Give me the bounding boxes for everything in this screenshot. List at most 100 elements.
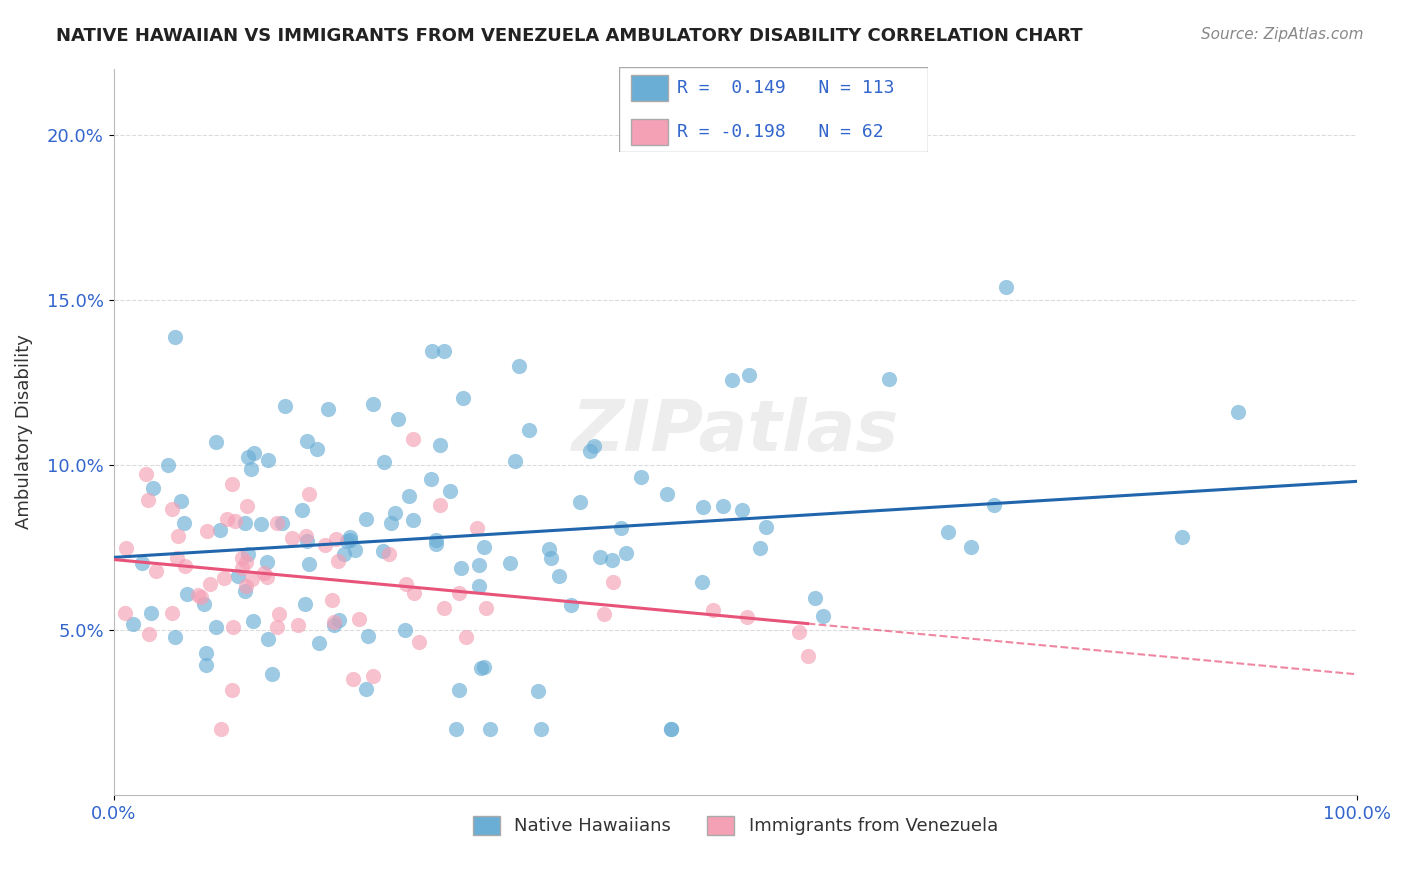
Point <box>209 523 232 537</box>
Point <box>209 723 232 737</box>
Point <box>135 467 157 481</box>
Point <box>256 570 278 584</box>
Point <box>195 658 218 673</box>
Point <box>221 682 243 697</box>
Point <box>217 512 239 526</box>
Point <box>142 481 165 495</box>
Point <box>235 579 257 593</box>
Point <box>322 615 344 629</box>
Point <box>347 612 370 626</box>
Point <box>478 723 501 737</box>
Point <box>433 600 456 615</box>
Point <box>433 343 456 358</box>
Point <box>702 603 724 617</box>
Point <box>328 613 350 627</box>
Point <box>162 607 184 621</box>
Legend: Native Hawaiians, Immigrants from Venezuela: Native Hawaiians, Immigrants from Venezu… <box>464 807 1007 845</box>
Point <box>314 538 336 552</box>
Point <box>194 647 217 661</box>
Point <box>468 558 491 572</box>
Point <box>281 531 304 545</box>
Point <box>465 521 488 535</box>
Point <box>160 502 183 516</box>
Point <box>233 516 256 531</box>
Point <box>449 586 471 600</box>
Point <box>136 493 159 508</box>
Point <box>174 559 197 574</box>
Point <box>157 458 180 473</box>
Point <box>325 532 347 546</box>
Text: R =  0.149   N = 113: R = 0.149 N = 113 <box>678 79 894 97</box>
Point <box>145 564 167 578</box>
Point <box>242 446 264 460</box>
Point <box>361 397 384 411</box>
Point <box>749 541 772 555</box>
Point <box>239 462 262 476</box>
Point <box>195 524 218 539</box>
Point <box>257 453 280 467</box>
Point <box>138 627 160 641</box>
Point <box>721 373 744 387</box>
Point <box>1226 405 1249 419</box>
Point <box>291 503 314 517</box>
Point <box>240 572 263 586</box>
Point <box>394 623 416 637</box>
Point <box>333 547 356 561</box>
Point <box>610 521 633 535</box>
Point <box>813 608 835 623</box>
Point <box>796 648 818 663</box>
Point <box>530 723 553 737</box>
Point <box>205 434 228 449</box>
Point <box>655 487 678 501</box>
Point <box>384 506 406 520</box>
Point <box>190 590 212 604</box>
Point <box>295 529 318 543</box>
Point <box>357 629 380 643</box>
Point <box>735 610 758 624</box>
Point <box>256 632 278 647</box>
Point <box>690 575 713 590</box>
Point <box>163 330 186 344</box>
Point <box>398 489 420 503</box>
Point <box>266 516 288 530</box>
Point <box>527 683 550 698</box>
Point <box>235 584 257 599</box>
Point <box>170 494 193 508</box>
Point <box>361 669 384 683</box>
Point <box>121 617 143 632</box>
Point <box>602 575 624 590</box>
Text: Source: ZipAtlas.com: Source: ZipAtlas.com <box>1201 27 1364 42</box>
Point <box>224 514 246 528</box>
Point <box>429 498 451 512</box>
Point <box>387 412 409 426</box>
Point <box>380 516 402 530</box>
Point <box>614 546 637 560</box>
Point <box>508 359 530 373</box>
Point <box>420 343 443 358</box>
Point <box>468 579 491 593</box>
Point <box>266 620 288 634</box>
Point <box>579 444 602 458</box>
Point <box>630 470 652 484</box>
Point <box>212 571 235 585</box>
Point <box>540 551 562 566</box>
Point <box>193 597 215 611</box>
Point <box>589 549 612 564</box>
Point <box>356 682 378 697</box>
Text: NATIVE HAWAIIAN VS IMMIGRANTS FROM VENEZUELA AMBULATORY DISABILITY CORRELATION C: NATIVE HAWAIIAN VS IMMIGRANTS FROM VENEZ… <box>56 27 1083 45</box>
Point <box>877 372 900 386</box>
Point <box>408 635 430 649</box>
Point <box>198 577 221 591</box>
Point <box>429 437 451 451</box>
Point <box>274 399 297 413</box>
Point <box>141 606 163 620</box>
Point <box>425 537 447 551</box>
Point <box>231 551 253 566</box>
Point <box>295 434 318 448</box>
Point <box>267 607 290 622</box>
Point <box>339 530 361 544</box>
Point <box>936 525 959 540</box>
Point <box>321 592 343 607</box>
Point <box>711 499 734 513</box>
Point <box>503 454 526 468</box>
